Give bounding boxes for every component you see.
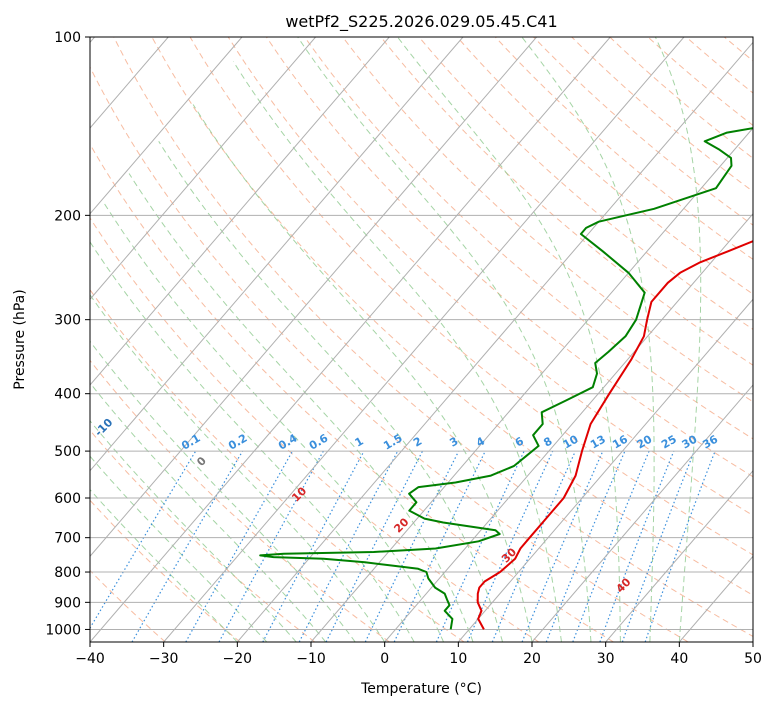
moist-adiabat-line [102,201,445,642]
mixing-ratio-line [185,450,294,642]
x-axis-label: Temperature (°C) [360,681,482,697]
mixing-ratio-line [393,450,486,642]
dry-adiabat-line [189,37,753,556]
dry-adiabat-line [90,359,390,642]
isotherm-line [90,37,611,642]
x-tick-label: 10 [449,651,467,667]
dry-adiabat-line [265,37,753,478]
x-tick-label: 30 [597,651,615,667]
isotherm-line [90,37,390,386]
dry-adiabat-line [90,217,540,642]
moist-adiabat-line [654,37,702,642]
plot-area: 0.10.20.40.611.52346810131620253036-100-… [90,37,775,642]
plot-frame [89,36,754,643]
x-tick-label: −20 [223,651,253,667]
isotherm-line [531,384,753,642]
mixing-ratio-line [435,450,525,642]
moist-adiabat-line [90,382,327,642]
dry-adiabats [90,37,775,642]
y-tick-label: 400 [54,387,81,403]
isotherm-line [90,37,537,558]
x-tick-label: −30 [149,651,179,667]
dewpoint-profile-line [259,127,753,630]
dry-adiabat-line [609,37,753,159]
moist-adiabat-line [90,340,356,642]
y-axis-ticks: 1000 900 800 700 600 500 400 300 200 100 [45,30,90,638]
y-tick-label: 500 [54,444,81,460]
moist-adiabat-line [297,37,592,642]
isotherm-line [605,469,753,642]
temperature-profile-line [476,240,753,630]
y-tick-label: 100 [54,30,81,46]
moist-adiabat-line [90,488,238,642]
x-tick-label: 40 [670,651,688,667]
plot-background [90,37,753,642]
x-tick-label: −10 [296,651,326,667]
y-tick-label: 300 [54,313,81,329]
x-axis-ticks: −40 −30 −20 −10 0 10 20 30 40 50 [75,642,762,667]
isotherm-line [236,41,753,642]
mixing-ratio-line [364,450,460,642]
dry-adiabat-line [90,143,614,642]
moist-adiabat-line [90,294,386,642]
isotherm-line [90,37,243,215]
isotherm-line [384,212,753,642]
dry-adiabat-line [571,37,753,193]
moist-adiabat-line [232,61,562,642]
isotherm-line [163,37,685,642]
mixing-ratio-line [131,450,244,642]
profile-lines [259,127,753,630]
chart-title: wetPf2_S225.2026.029.05.45.C41 [285,12,557,32]
isotherm-line [752,641,753,642]
y-tick-label: 800 [54,565,81,581]
dry-adiabat-line [90,288,465,642]
dry-adiabat-line [762,37,775,642]
x-tick-label: 50 [744,651,762,667]
y-tick-label: 1000 [45,622,81,638]
x-tick-label: 0 [380,651,389,667]
dry-adiabat-line [227,37,753,516]
dry-adiabat-line [90,499,241,642]
dry-adiabat-line [113,37,753,638]
isotherm-line [457,298,753,642]
isotherm-line [90,37,464,472]
mixing-ratio-line [466,450,554,642]
y-tick-label: 900 [54,595,81,611]
moist-adiabat-line [90,241,415,642]
moist-adiabat-line [128,173,474,642]
y-tick-label: 600 [54,491,81,507]
moist-adiabat-line [397,37,621,642]
isotherm-line [310,127,753,642]
mixing-ratio-line [491,450,576,642]
y-tick-label: 200 [54,208,81,224]
x-tick-label: 20 [523,651,541,667]
moist-adiabat-line [192,104,533,642]
dry-adiabat-line [418,37,753,330]
moist-adiabat-line [521,37,655,642]
y-tick-label: 700 [54,531,81,547]
x-tick-label: −40 [75,651,105,667]
mixing-ratio-line [90,450,197,630]
isobars [90,37,753,630]
mixing-ratio-line [644,450,716,642]
isotherms [90,37,753,642]
mixing-ratio-line [521,450,604,642]
y-axis-label: Pressure (hPa) [12,289,28,389]
mixing-ratio-line [218,450,324,642]
mixing-ratio-lines [90,450,716,642]
dry-adiabat-line [151,37,753,596]
dry-adiabat-line [380,37,753,366]
dry-adiabat-line [304,37,753,440]
isotherm-line [90,37,316,301]
dry-adiabat-line [90,66,689,642]
dry-adiabat-line [533,37,753,226]
